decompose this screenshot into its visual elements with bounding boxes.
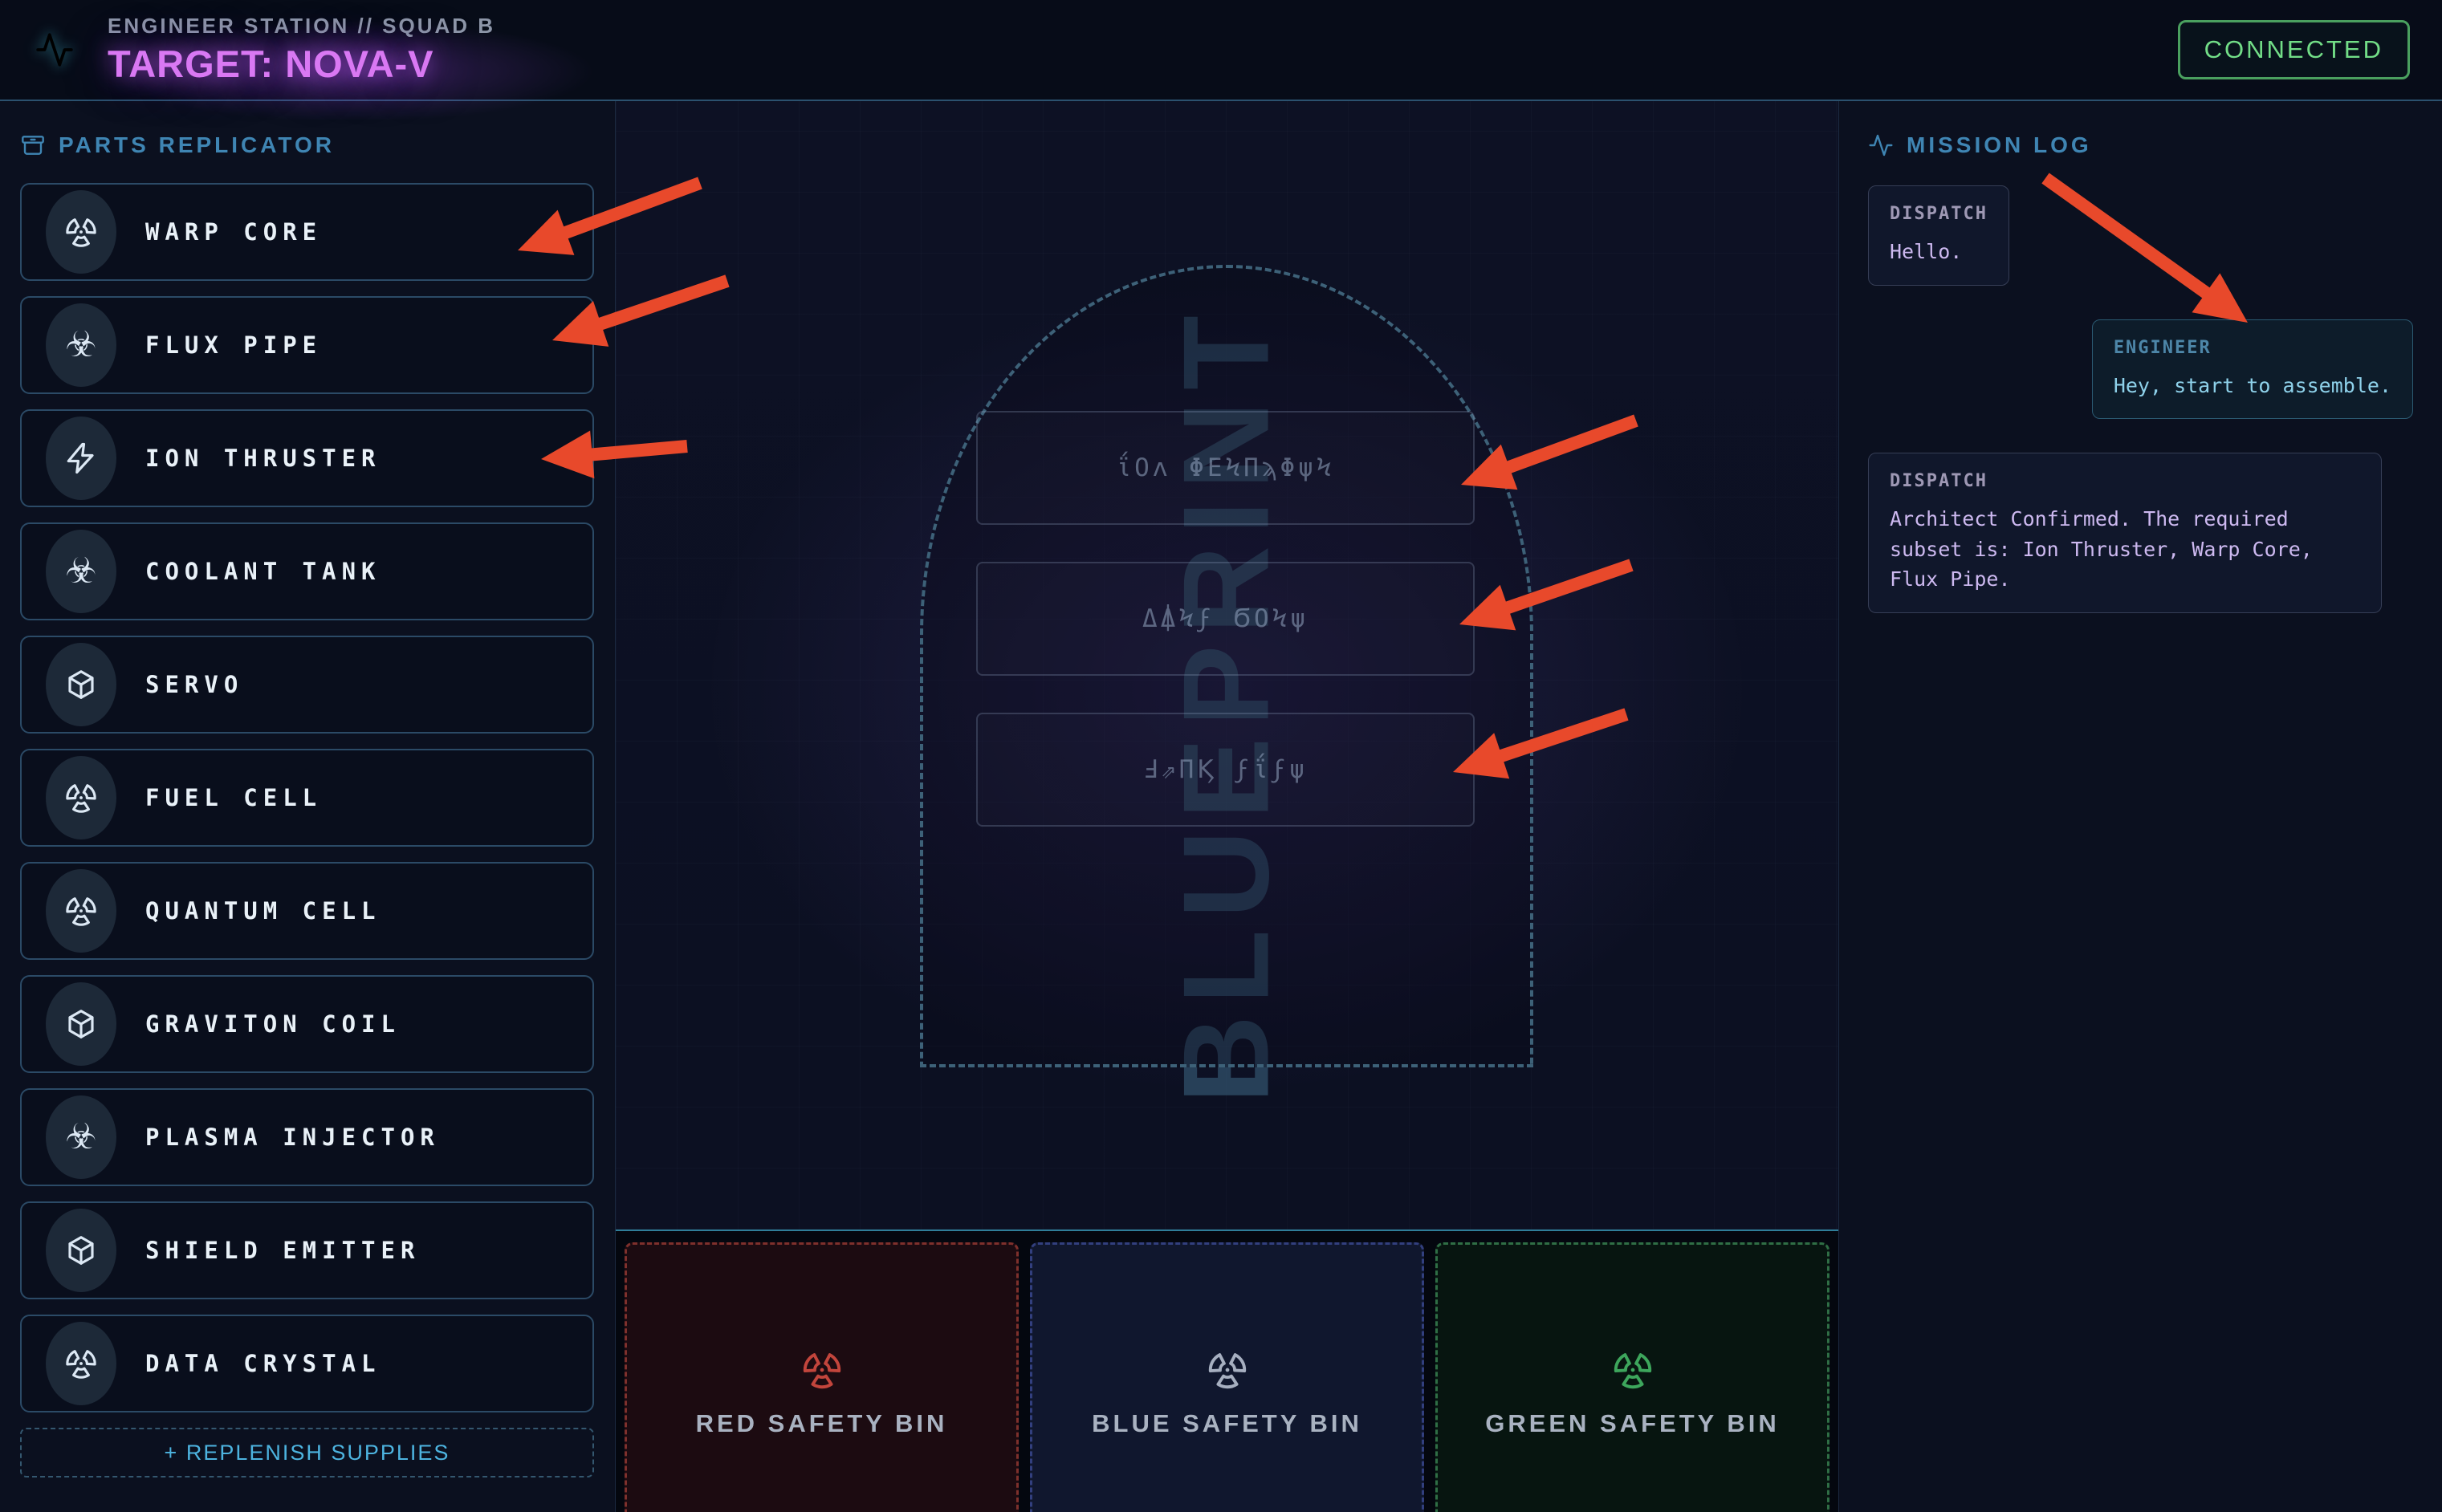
replenish-supplies-button[interactable]: + REPLENISH SUPPLIES — [20, 1428, 594, 1477]
biohazard-icon: ☣ — [46, 1095, 116, 1179]
radiation-icon — [46, 190, 116, 274]
part-item-label: SHIELD EMITTER — [145, 1237, 421, 1264]
bin-label: BLUE SAFETY BIN — [1092, 1409, 1362, 1437]
cube-icon — [46, 982, 116, 1066]
part-item-flux-pipe[interactable]: ☣ FLUX PIPE — [20, 296, 594, 394]
part-item-plasma-injector[interactable]: ☣ PLASMA INJECTOR — [20, 1088, 594, 1186]
parts-replicator-header: PARTS REPLICATOR — [20, 132, 594, 159]
parts-replicator-title: PARTS REPLICATOR — [59, 132, 336, 157]
parts-replicator-panel: PARTS REPLICATOR WARP CORE ☣ FLUX PIPE I… — [0, 101, 616, 1512]
part-item-servo[interactable]: SERVO — [20, 636, 594, 734]
part-item-data-crystal[interactable]: DATA CRYSTAL — [20, 1315, 594, 1412]
safety-bins-row: RED SAFETY BIN BLUE SAFETY BIN GREEN SAF… — [616, 1231, 1838, 1512]
message-sender: ENGINEER — [2113, 337, 2212, 358]
chat-message-engineer: ENGINEER Hey, start to assemble. — [2091, 319, 2413, 419]
part-item-coolant-tank[interactable]: ☣ COOLANT TANK — [20, 522, 594, 620]
green-safety-bin[interactable]: GREEN SAFETY BIN — [1435, 1242, 1829, 1512]
message-sender: DISPATCH — [1890, 204, 1988, 224]
mission-log-title: MISSION LOG — [1907, 132, 2092, 157]
assembly-area: BLUEPRINT ΐΟʌ ΦΕϞΠϡΦψϞ Δ⍋Ϟϝ ϬΟϞψ Ⅎ⇗ΠϏ ϝΐ… — [616, 101, 1838, 1512]
mission-log-panel: MISSION LOG DISPATCH Hello. ENGINEER Hey… — [1838, 101, 2442, 1512]
message-text: Architect Confirmed. The required subset… — [1890, 507, 2313, 591]
blueprint-slot-3[interactable]: Ⅎ⇗ΠϏ ϝΐϝψ — [976, 713, 1475, 827]
chat-message-dispatch: DISPATCH Architect Confirmed. The requir… — [1868, 453, 2382, 613]
bin-label: RED SAFETY BIN — [695, 1409, 948, 1437]
zap-icon — [46, 417, 116, 500]
part-item-warp-core[interactable]: WARP CORE — [20, 183, 594, 281]
biohazard-icon: ☣ — [46, 530, 116, 613]
part-item-label: WARP CORE — [145, 218, 323, 246]
part-item-graviton-coil[interactable]: GRAVITON COIL — [20, 975, 594, 1073]
part-item-quantum-cell[interactable]: QUANTUM CELL — [20, 862, 594, 960]
parts-list: WARP CORE ☣ FLUX PIPE ION THRUSTER ☣ COO… — [20, 183, 594, 1412]
blueprint-canvas: BLUEPRINT ΐΟʌ ΦΕϞΠϡΦψϞ Δ⍋Ϟϝ ϬΟϞψ Ⅎ⇗ΠϏ ϝΐ… — [616, 101, 1838, 1230]
message-text: Hey, start to assemble. — [2113, 373, 2391, 397]
page-title: TARGET: NOVA-V — [108, 43, 434, 85]
blueprint-slot-2[interactable]: Δ⍋Ϟϝ ϬΟϞψ — [976, 562, 1475, 676]
message-sender: DISPATCH — [1890, 471, 1988, 491]
cube-icon — [46, 643, 116, 726]
radiation-icon — [46, 869, 116, 953]
canvas-bins-divider — [616, 1230, 1838, 1231]
part-item-label: GRAVITON COIL — [145, 1010, 401, 1038]
station-subtitle: ENGINEER STATION // SQUAD B — [108, 14, 496, 38]
radiation-icon — [1612, 1349, 1654, 1395]
part-item-ion-thruster[interactable]: ION THRUSTER — [20, 409, 594, 507]
part-item-label: QUANTUM CELL — [145, 897, 381, 925]
part-item-label: DATA CRYSTAL — [145, 1350, 381, 1377]
main-layout: PARTS REPLICATOR WARP CORE ☣ FLUX PIPE I… — [0, 101, 2442, 1512]
connection-status-badge: CONNECTED — [2177, 20, 2410, 79]
pulse-logo-icon — [32, 27, 77, 72]
part-item-label: COOLANT TANK — [145, 558, 381, 585]
radiation-icon — [801, 1349, 843, 1395]
chat-message-list: DISPATCH Hello. ENGINEER Hey, start to a… — [1868, 185, 2413, 647]
blue-safety-bin[interactable]: BLUE SAFETY BIN — [1030, 1242, 1424, 1512]
part-item-label: PLASMA INJECTOR — [145, 1124, 440, 1151]
bin-label: GREEN SAFETY BIN — [1485, 1409, 1780, 1437]
chat-message-dispatch: DISPATCH Hello. — [1868, 185, 2009, 286]
pulse-icon — [1869, 134, 1893, 156]
radiation-icon — [46, 756, 116, 839]
radiation-icon — [46, 1322, 116, 1405]
part-item-shield-emitter[interactable]: SHIELD EMITTER — [20, 1201, 594, 1299]
slot-glyph-text: Ⅎ⇗ΠϏ ϝΐϝψ — [1143, 755, 1308, 784]
blueprint-arch-outline — [920, 265, 1533, 1067]
biohazard-icon: ☣ — [46, 303, 116, 387]
title-block: ENGINEER STATION // SQUAD B TARGET: NOVA… — [71, 0, 697, 120]
mission-log-header: MISSION LOG — [1868, 132, 2413, 159]
blueprint-slot-1[interactable]: ΐΟʌ ΦΕϞΠϡΦψϞ — [976, 411, 1475, 525]
part-item-label: FLUX PIPE — [145, 331, 323, 359]
radiation-icon — [1207, 1349, 1248, 1395]
slot-glyph-text: Δ⍋Ϟϝ ϬΟϞψ — [1142, 604, 1309, 633]
archive-box-icon — [22, 136, 44, 155]
cube-icon — [46, 1209, 116, 1292]
header-bar: ENGINEER STATION // SQUAD B TARGET: NOVA… — [0, 0, 2442, 120]
part-item-fuel-cell[interactable]: FUEL CELL — [20, 749, 594, 847]
part-item-label: ION THRUSTER — [145, 445, 381, 472]
part-item-label: SERVO — [145, 671, 244, 698]
slot-glyph-text: ΐΟʌ ΦΕϞΠϡΦψϞ — [1116, 453, 1335, 482]
message-text: Hello. — [1890, 240, 1963, 263]
part-item-label: FUEL CELL — [145, 784, 323, 811]
red-safety-bin[interactable]: RED SAFETY BIN — [625, 1242, 1019, 1512]
